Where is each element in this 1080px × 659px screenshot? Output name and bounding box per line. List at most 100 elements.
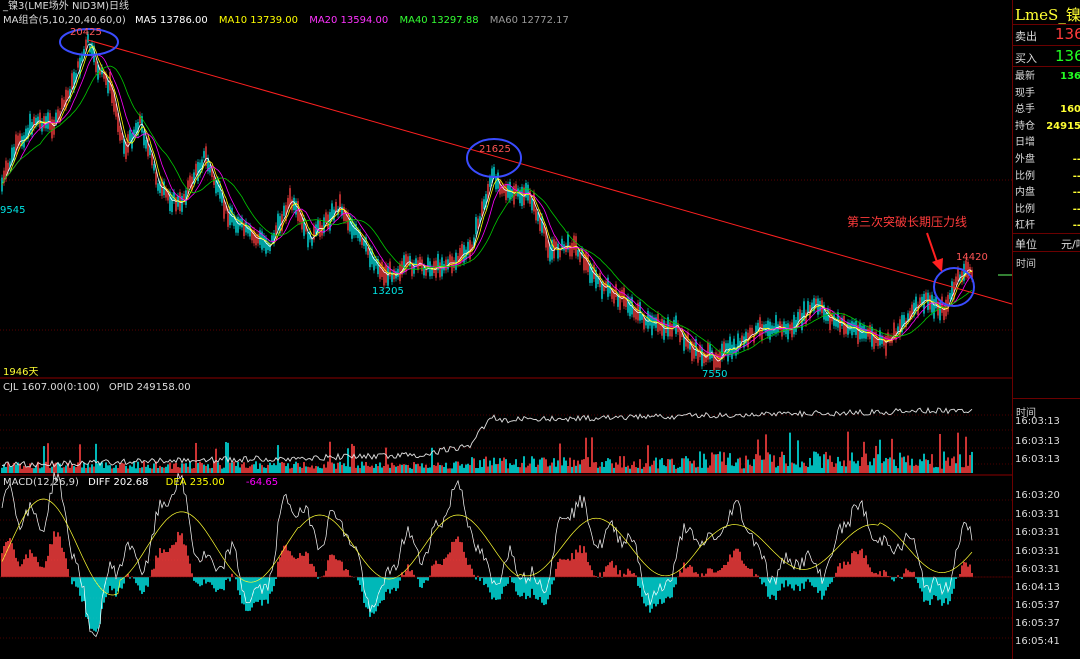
candle-body: [55, 112, 57, 124]
volume-bar: [459, 465, 461, 473]
candle-body: [331, 203, 333, 219]
macd-histogram-bar: [281, 550, 283, 577]
candle-body: [173, 191, 175, 201]
candle-body: [833, 314, 835, 326]
macd-histogram-bar: [557, 562, 559, 577]
candle-body: [679, 329, 681, 343]
candle-body: [83, 49, 85, 56]
kline-chart[interactable]: [0, 0, 1012, 659]
candle-body: [369, 247, 371, 268]
chart-title: _镍3(LME场外 NID3M)日线: [3, 1, 129, 12]
volume-bar: [249, 466, 251, 473]
volume-bar: [199, 461, 201, 473]
candle-body: [409, 256, 411, 267]
macd-histogram-bar: [645, 577, 647, 607]
candle-body: [949, 293, 951, 300]
candle-body: [7, 162, 9, 173]
volume-bar: [573, 459, 575, 473]
macd-histogram-bar: [169, 548, 171, 577]
volume-bar: [531, 456, 533, 473]
candle-body: [457, 255, 459, 265]
volume-bar: [837, 456, 839, 473]
volume-bar: [815, 451, 817, 473]
macd-histogram-bar: [675, 577, 677, 585]
macd-histogram-bar: [41, 566, 43, 577]
macd-histogram-bar: [469, 564, 471, 577]
volume-bar: [861, 457, 863, 473]
candle-body: [101, 67, 103, 75]
macd-histogram-bar: [81, 577, 83, 602]
candle-body: [505, 184, 507, 201]
candle-body: [27, 127, 29, 139]
macd-histogram-bar: [485, 577, 487, 584]
candle-body: [293, 197, 295, 211]
volume-bar: [911, 458, 913, 473]
candle-body: [65, 89, 67, 109]
volume-bar: [805, 466, 807, 473]
candle-body: [721, 343, 723, 359]
quote-row: 比例 --: [1013, 168, 1080, 185]
quote-row-value: 136: [1060, 71, 1080, 82]
macd-histogram-bar: [715, 572, 717, 577]
macd-histogram-bar: [121, 577, 123, 589]
macd-histogram-bar: [781, 577, 783, 584]
candle-body: [379, 262, 381, 279]
macd-histogram-bar: [277, 561, 279, 577]
macd-histogram-bar: [659, 577, 661, 600]
volume-bar: [851, 452, 853, 473]
macd-histogram-bar: [429, 575, 431, 577]
volume-bar: [941, 468, 943, 473]
quote-row-value: --: [1072, 220, 1080, 232]
volume-bar: [703, 453, 705, 473]
macd-histogram-bar: [151, 569, 153, 577]
macd-histogram-bar: [347, 569, 349, 577]
volume-bar: [223, 467, 225, 473]
candle-body: [527, 184, 529, 201]
macd-histogram-bar: [475, 577, 477, 580]
candle-body: [5, 160, 7, 179]
candle-body: [279, 216, 281, 233]
volume-bar: [579, 464, 581, 473]
macd-histogram-bar: [931, 577, 933, 600]
macd-histogram-bar: [961, 565, 963, 577]
macd-histogram-bar: [953, 577, 955, 589]
macd-histogram-bar: [431, 565, 433, 577]
volume-bar: [187, 466, 189, 473]
candle-body: [209, 164, 211, 173]
volume-bar: [863, 441, 865, 473]
candle-body: [471, 244, 473, 252]
macd-histogram-bar: [697, 573, 699, 577]
candle-body: [301, 213, 303, 230]
volume-bar: [527, 465, 529, 473]
volume-bar: [971, 451, 973, 473]
macd-histogram-bar: [21, 564, 23, 577]
volume-bar: [473, 458, 475, 473]
macd-histogram-bar: [265, 577, 267, 600]
volume-bar: [645, 463, 647, 473]
volume-bar: [89, 467, 91, 473]
candle-body: [153, 164, 155, 171]
volume-bar: [695, 467, 697, 473]
volume-bar: [497, 464, 499, 473]
volume-bar: [505, 459, 507, 473]
volume-bar: [907, 455, 909, 473]
candle-body: [541, 216, 543, 233]
macd-histogram-bar: [619, 570, 621, 577]
candle-body: [893, 322, 895, 338]
macd-histogram-bar: [259, 577, 261, 600]
macd-histogram-bar: [225, 577, 227, 580]
volume-bar: [191, 468, 193, 473]
candle-body: [181, 195, 183, 212]
candle-body: [787, 323, 789, 340]
macd-histogram-bar: [479, 577, 481, 581]
macd-histogram-bar: [161, 552, 163, 577]
candle-body: [543, 223, 545, 234]
candle-body: [715, 352, 717, 368]
candle-body: [877, 337, 879, 347]
volume-bar: [105, 462, 107, 473]
macd-histogram-bar: [481, 577, 483, 579]
volume-bar: [75, 467, 77, 473]
candle-body: [481, 201, 483, 217]
volume-bar: [831, 461, 833, 473]
candle-body: [57, 109, 59, 121]
